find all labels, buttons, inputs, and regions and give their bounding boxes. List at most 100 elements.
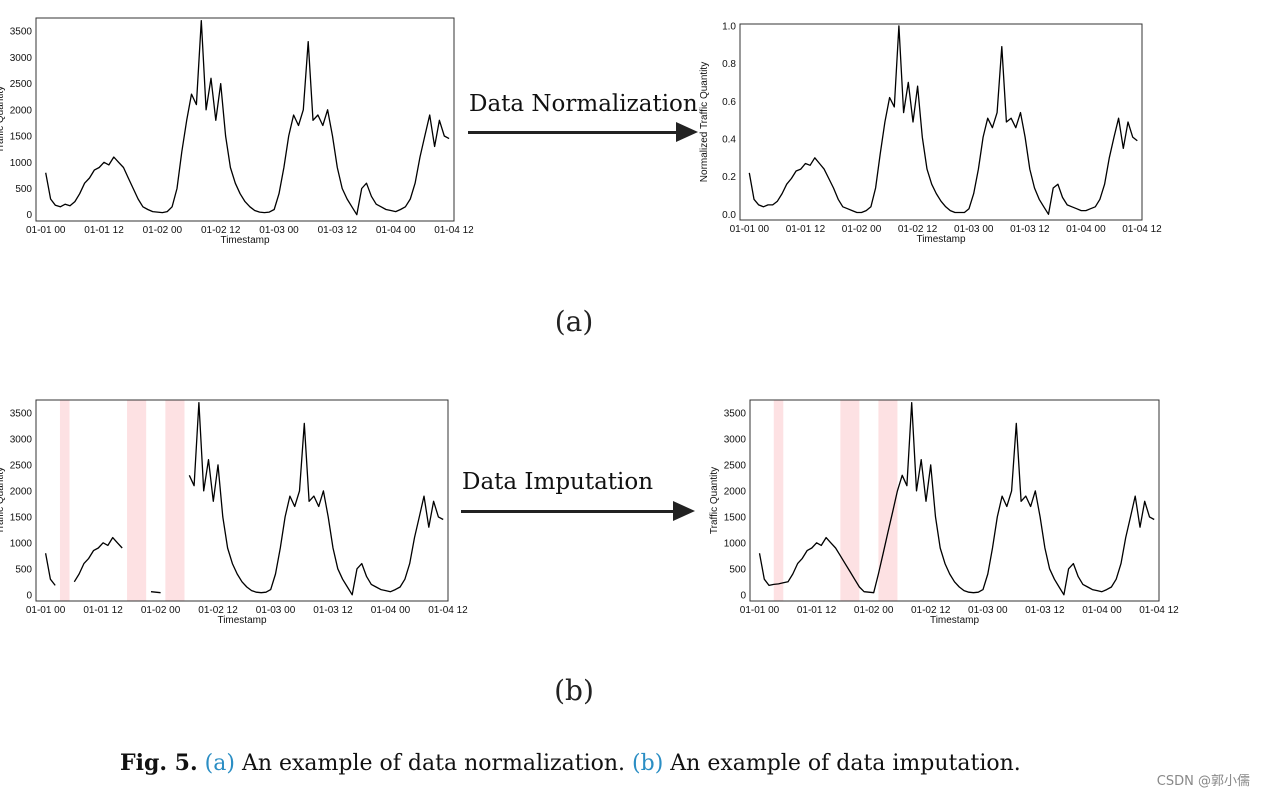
series-line xyxy=(748,25,1138,215)
y-tick-label: 2000 xyxy=(10,105,33,116)
x-tick-label: 01-03 12 xyxy=(1010,224,1050,235)
imputation-arrow-line xyxy=(461,510,675,513)
x-tick-label: 01-01 12 xyxy=(797,605,837,616)
caption-ref-a[interactable]: (a) xyxy=(204,751,235,776)
caption-ref-b[interactable]: (b) xyxy=(632,751,664,776)
y-tick-label: 0.6 xyxy=(722,97,736,108)
arrow-right-icon xyxy=(673,501,695,521)
x-tick-label: 01-02 00 xyxy=(842,224,882,235)
arrow-right-icon xyxy=(676,122,698,142)
x-tick-label: 01-02 00 xyxy=(141,605,181,616)
series-line xyxy=(188,401,444,596)
caption-text-a: An example of data normalization. xyxy=(234,751,633,776)
y-axis-title: Traffic Quantity xyxy=(709,467,720,534)
y-tick-label: 2000 xyxy=(10,486,33,497)
y-tick-label: 500 xyxy=(15,564,32,575)
x-tick-label: 01-03 12 xyxy=(313,605,353,616)
y-tick-label: 3500 xyxy=(10,27,33,38)
x-tick-label: 01-01 00 xyxy=(740,605,780,616)
series-line xyxy=(150,591,161,594)
y-tick-label: 0.0 xyxy=(722,210,736,221)
y-tick-label: 1500 xyxy=(10,512,33,523)
imputation-arrow-label: Data Imputation xyxy=(462,469,654,495)
y-tick-label: 0 xyxy=(740,590,746,601)
x-tick-label: 01-03 00 xyxy=(259,225,299,236)
y-tick-label: 1000 xyxy=(10,538,33,549)
x-tick-label: 01-02 12 xyxy=(898,224,938,235)
x-tick-label: 01-01 00 xyxy=(26,225,66,236)
plot-frame xyxy=(35,399,449,602)
x-tick-label: 01-01 12 xyxy=(83,605,123,616)
panel-label-b: (b) xyxy=(554,674,594,707)
x-tick-label: 01-04 12 xyxy=(428,605,468,616)
y-axis-title: Normalized Traffic Quantity xyxy=(699,62,710,182)
x-tick-label: 01-04 12 xyxy=(1139,605,1179,616)
y-tick-label: 0.2 xyxy=(722,172,736,183)
y-tick-label: 0 xyxy=(26,210,32,221)
normalization-arrow-label: Data Normalization xyxy=(469,91,698,117)
series-line xyxy=(44,553,56,586)
x-tick-label: 01-04 12 xyxy=(1122,224,1162,235)
y-tick-label: 2000 xyxy=(724,486,747,497)
missing-data-band xyxy=(165,400,185,601)
missing-data-band xyxy=(59,400,70,601)
x-tick-label: 01-01 00 xyxy=(730,224,770,235)
y-tick-label: 0 xyxy=(26,590,32,601)
x-tick-label: 01-01 12 xyxy=(786,224,826,235)
y-axis-title: Traffic Quantity xyxy=(0,467,6,534)
y-tick-label: 2500 xyxy=(10,79,33,90)
y-tick-label: 500 xyxy=(729,564,746,575)
y-tick-label: 3500 xyxy=(724,408,747,419)
x-tick-label: 01-04 00 xyxy=(376,225,416,236)
y-axis-title: Traffic Quantity xyxy=(0,86,6,153)
y-tick-label: 0.8 xyxy=(722,59,736,70)
caption-text-b: An example of data imputation. xyxy=(663,751,1021,776)
x-tick-label: 01-04 00 xyxy=(1066,224,1106,235)
x-tick-label: 01-03 12 xyxy=(318,225,358,236)
x-tick-label: 01-01 00 xyxy=(26,605,66,616)
x-axis-title: Timestamp xyxy=(930,615,980,626)
missing-data-band xyxy=(840,400,860,601)
missing-data-band xyxy=(127,400,147,601)
plot-frame xyxy=(35,17,455,222)
y-tick-label: 1000 xyxy=(724,538,747,549)
x-axis-title: Timestamp xyxy=(220,235,270,246)
y-tick-label: 3000 xyxy=(10,434,33,445)
y-tick-label: 500 xyxy=(15,184,32,195)
y-tick-label: 1500 xyxy=(724,512,747,523)
panel-label-a: (a) xyxy=(554,305,594,338)
x-tick-label: 01-04 00 xyxy=(1082,605,1122,616)
plot-frame xyxy=(739,23,1143,221)
x-tick-label: 01-04 00 xyxy=(371,605,411,616)
x-tick-label: 01-02 12 xyxy=(201,225,241,236)
y-tick-label: 3500 xyxy=(10,408,33,419)
y-tick-label: 0.4 xyxy=(722,134,736,145)
series-line xyxy=(73,536,123,583)
x-tick-label: 01-02 00 xyxy=(143,225,183,236)
x-tick-label: 01-03 00 xyxy=(954,224,994,235)
series-line xyxy=(45,19,450,216)
y-tick-label: 1500 xyxy=(10,132,33,143)
series-line xyxy=(758,401,1155,596)
normalization-arrow-line xyxy=(468,131,678,134)
x-tick-label: 01-03 00 xyxy=(968,605,1008,616)
figure-number: Fig. 5. xyxy=(120,750,198,776)
y-tick-label: 3000 xyxy=(724,434,747,445)
missing-data-band xyxy=(773,400,784,601)
y-tick-label: 2500 xyxy=(10,460,33,471)
x-axis-title: Timestamp xyxy=(916,234,966,245)
x-tick-label: 01-01 12 xyxy=(84,225,124,236)
x-tick-label: 01-04 12 xyxy=(434,225,474,236)
x-tick-label: 01-03 00 xyxy=(256,605,296,616)
x-tick-label: 01-02 12 xyxy=(911,605,951,616)
y-tick-label: 1.0 xyxy=(722,21,736,32)
x-axis-title: Timestamp xyxy=(217,615,267,626)
y-tick-label: 3000 xyxy=(10,53,33,64)
watermark: CSDN @郭小儒 xyxy=(1156,774,1250,789)
x-tick-label: 01-02 12 xyxy=(198,605,238,616)
y-tick-label: 1000 xyxy=(10,158,33,169)
